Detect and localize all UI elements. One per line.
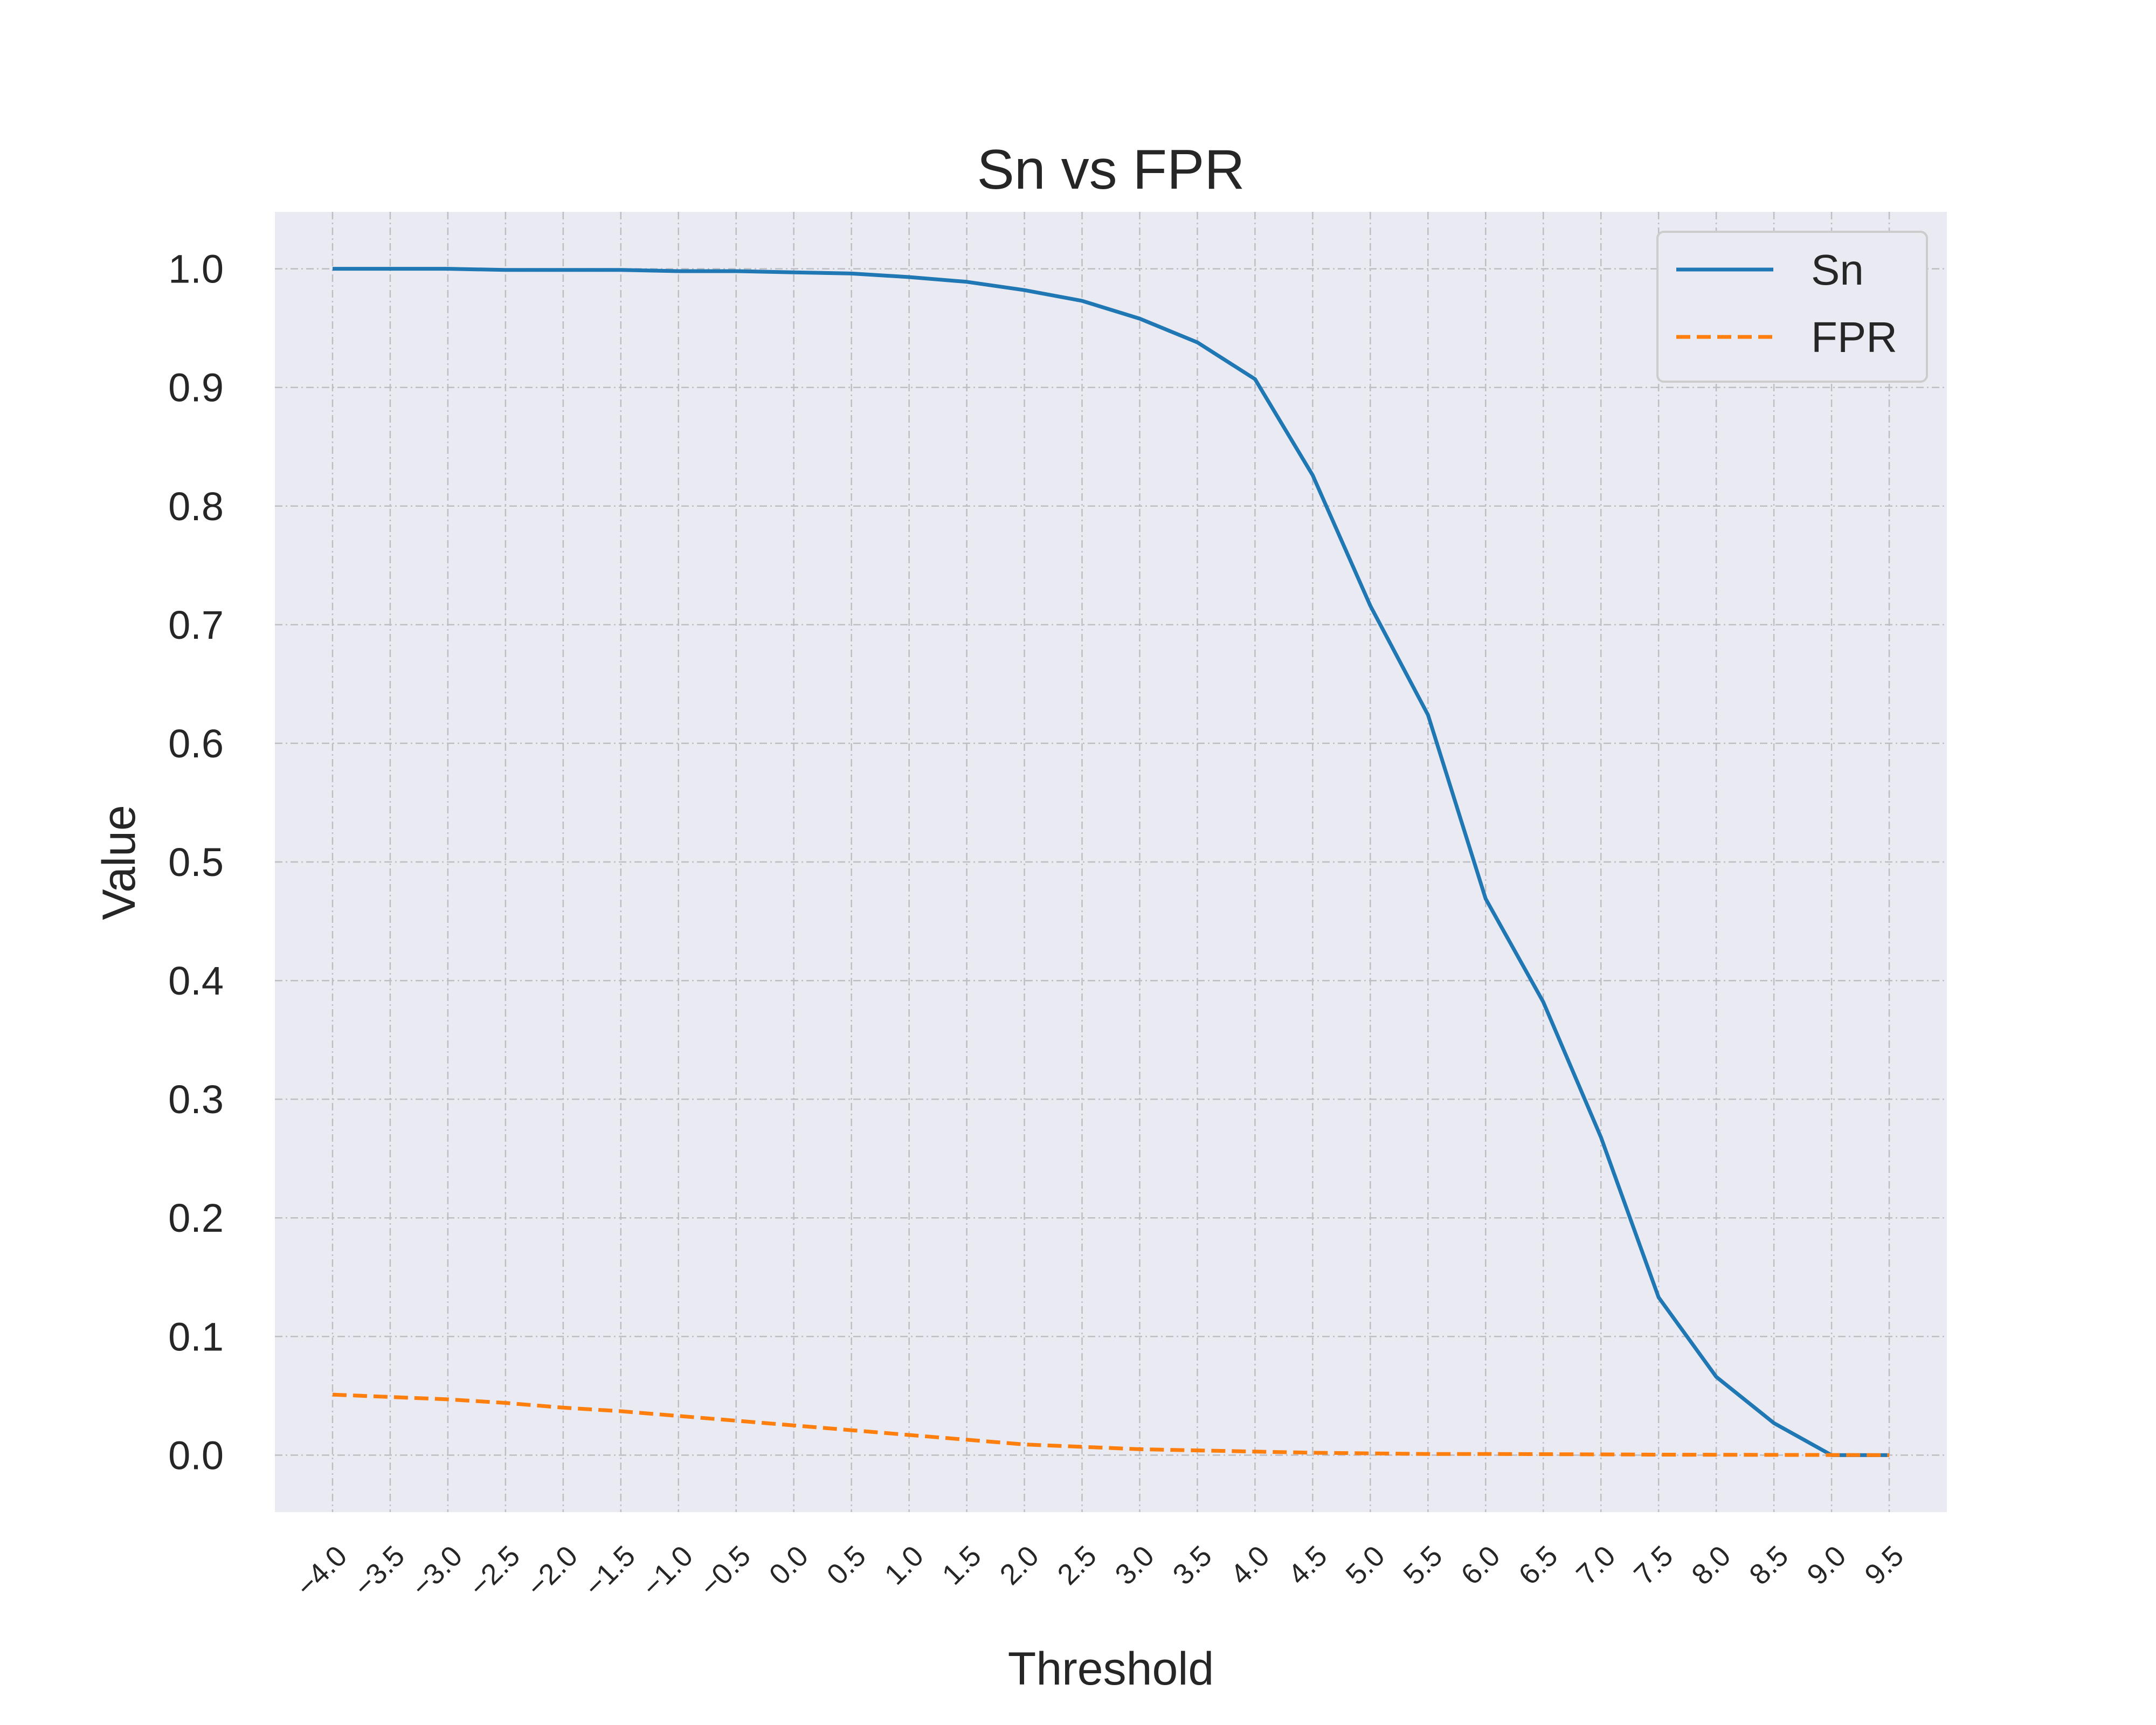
y-tick-label: 0.8 [168, 484, 224, 529]
x-tick-label: −3.5 [348, 1540, 411, 1603]
x-tick-label: 6.0 [1455, 1540, 1507, 1591]
x-tick-label: 1.5 [936, 1540, 988, 1591]
x-tick-label: −3.0 [405, 1540, 469, 1603]
x-tick-label: 3.0 [1109, 1540, 1160, 1591]
y-tick-label: 0.5 [168, 840, 224, 885]
legend: Sn FPR [1656, 231, 1928, 383]
y-axis: 0.0 0.1 0.2 0.3 0.4 0.5 0.6 0.7 0.8 0.9 1.0 [168, 247, 224, 1478]
x-tick-label: −1.0 [635, 1540, 699, 1603]
x-tick-label: 9.0 [1801, 1540, 1853, 1591]
series-line-sn [333, 267, 1889, 1457]
y-tick-label: 0.9 [168, 365, 224, 410]
x-tick-label: 2.5 [1051, 1540, 1103, 1591]
x-tick-label: 9.5 [1858, 1540, 1910, 1591]
x-tick-label: 7.5 [1628, 1540, 1680, 1591]
x-tick-label: −2.5 [463, 1540, 527, 1603]
x-tick-label: 8.0 [1685, 1540, 1737, 1591]
y-tick-label: 1.0 [168, 247, 224, 292]
y-tick-label: 0.4 [168, 958, 224, 1003]
y-axis-label: Value [93, 805, 145, 920]
x-tick-label: 5.0 [1339, 1540, 1391, 1591]
x-tick-label: 8.5 [1743, 1540, 1795, 1591]
y-tick-label: 0.0 [168, 1433, 224, 1478]
grid [275, 212, 1947, 1512]
chart-title: Sn vs FPR [977, 139, 1245, 201]
x-tick-label: 6.5 [1512, 1540, 1564, 1591]
x-tick-label: 7.0 [1570, 1540, 1622, 1591]
x-tick-label: 2.0 [994, 1540, 1046, 1591]
x-tick-label: 3.5 [1166, 1540, 1218, 1591]
x-tick-label: 4.5 [1282, 1540, 1333, 1591]
x-tick-label: 4.0 [1224, 1540, 1276, 1591]
x-tick-label: 0.5 [821, 1540, 873, 1591]
legend-label-fpr: FPR [1811, 313, 1897, 361]
x-tick-label: 1.0 [879, 1540, 930, 1591]
y-tick-label: 0.6 [168, 721, 224, 766]
x-axis: −4.0−3.5−3.0−2.5−2.0−1.5−1.0−0.5 0.0 0.5 1.… [290, 1540, 1910, 1603]
x-tick-label: −2.0 [521, 1540, 584, 1603]
y-tick-label: 0.2 [168, 1196, 224, 1240]
y-tick-label: 0.3 [168, 1077, 224, 1122]
x-tick-label: −4.0 [290, 1540, 354, 1603]
x-tick-label: 0.0 [763, 1540, 815, 1591]
series-line-fpr [332, 1392, 1890, 1457]
x-axis-label: Threshold [1008, 1643, 1214, 1695]
y-tick-label: 0.7 [168, 603, 224, 647]
series-layer [332, 267, 1890, 1457]
x-tick-label: −0.5 [693, 1540, 757, 1603]
x-tick-label: −1.5 [578, 1540, 641, 1603]
x-tick-label: 5.5 [1397, 1540, 1449, 1591]
legend-label-sn: Sn [1811, 246, 1864, 294]
y-tick-label: 0.1 [168, 1314, 224, 1359]
